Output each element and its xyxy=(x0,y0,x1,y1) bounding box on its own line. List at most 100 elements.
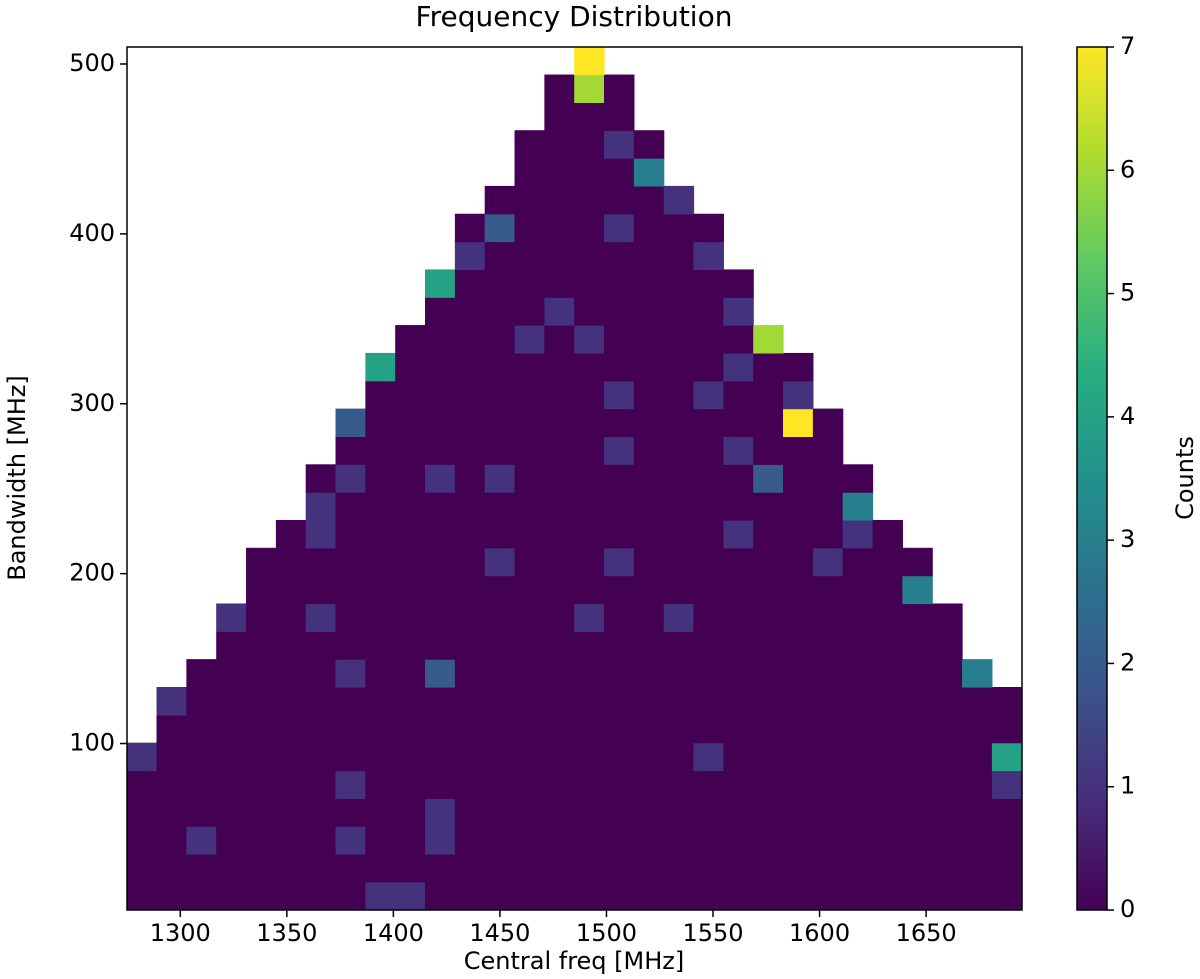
heatmap-cell xyxy=(872,686,903,716)
heatmap-cell xyxy=(783,380,814,410)
heatmap-cell xyxy=(335,408,366,438)
heatmap-cell xyxy=(604,854,635,883)
heatmap-cell xyxy=(663,631,695,660)
heatmap-cell xyxy=(365,575,396,605)
heatmap-cell xyxy=(395,659,426,688)
heatmap-cell xyxy=(365,492,396,521)
heatmap-cell xyxy=(693,575,724,605)
heatmap-cell xyxy=(902,742,933,772)
heatmap-cell xyxy=(783,492,814,521)
heatmap-cell xyxy=(723,575,754,605)
heatmap-cell xyxy=(604,575,635,605)
heatmap-cell xyxy=(991,826,1023,855)
colorbar-tick-label: 1 xyxy=(1120,772,1135,800)
heatmap-cell xyxy=(365,659,396,688)
heatmap-cell xyxy=(962,686,993,716)
heatmap-cell xyxy=(544,158,575,187)
heatmap-cell xyxy=(484,408,516,438)
heatmap-cell xyxy=(216,659,247,688)
heatmap-cell xyxy=(783,464,814,493)
heatmap-cell xyxy=(365,854,396,883)
heatmap-cell xyxy=(305,547,337,577)
heatmap-cell xyxy=(753,547,784,577)
heatmap-cell xyxy=(604,408,635,438)
heatmap-cell xyxy=(484,380,516,410)
heatmap-cell xyxy=(574,185,605,215)
heatmap-cell xyxy=(454,714,486,744)
heatmap-cell xyxy=(275,826,307,855)
heatmap-cell xyxy=(454,854,486,883)
heatmap-cell xyxy=(365,464,396,493)
heatmap-cell xyxy=(514,659,545,688)
heatmap-cell xyxy=(753,686,784,716)
heatmap-cell xyxy=(425,798,456,827)
heatmap-cell xyxy=(962,742,993,772)
heatmap-cell xyxy=(812,881,844,911)
heatmap-cell xyxy=(365,380,396,410)
heatmap-cell xyxy=(246,798,277,827)
heatmap-cell xyxy=(305,492,337,521)
heatmap-cell xyxy=(365,352,396,382)
heatmap-cell xyxy=(514,130,545,159)
heatmap-cell xyxy=(812,436,844,465)
heatmap-cell xyxy=(604,102,635,131)
heatmap-cell xyxy=(425,686,456,716)
heatmap-cell xyxy=(126,770,158,799)
heatmap-cell xyxy=(633,854,665,883)
heatmap-cell xyxy=(723,881,754,911)
heatmap-cell xyxy=(544,798,575,827)
heatmap-cell xyxy=(902,659,933,688)
heatmap-cell xyxy=(514,241,545,271)
heatmap-cell xyxy=(962,714,993,744)
x-tick-label: 1600 xyxy=(789,919,850,947)
heatmap-cell xyxy=(902,881,933,911)
heatmap-cell xyxy=(693,770,724,799)
heatmap-cell xyxy=(633,714,665,744)
heatmap-cell xyxy=(305,881,337,911)
heatmap-cell xyxy=(812,686,844,716)
heatmap-cell xyxy=(216,603,247,632)
heatmap-cell xyxy=(693,659,724,688)
heatmap-cell xyxy=(216,881,247,911)
heatmap-cell xyxy=(902,826,933,855)
heatmap-cell xyxy=(753,603,784,632)
heatmap-cell xyxy=(991,714,1023,744)
heatmap-cell xyxy=(812,770,844,799)
heatmap-cell xyxy=(425,436,456,465)
heatmap-cell xyxy=(275,547,307,577)
heatmap-cell xyxy=(484,519,516,549)
heatmap-cell xyxy=(484,492,516,521)
heatmap-cell xyxy=(335,659,366,688)
heatmap-cell xyxy=(425,464,456,493)
heatmap-cell xyxy=(544,130,575,159)
heatmap-cell xyxy=(753,352,784,382)
heatmap-cell xyxy=(305,631,337,660)
x-tick-label: 1650 xyxy=(896,919,957,947)
heatmap-cell xyxy=(395,464,426,493)
heatmap-cell xyxy=(425,603,456,632)
heatmap-cell xyxy=(932,826,963,855)
heatmap-cell xyxy=(246,686,277,716)
heatmap-cell xyxy=(514,185,545,215)
heatmap-cell xyxy=(633,631,665,660)
heatmap-cell xyxy=(663,408,695,438)
heatmap-cell xyxy=(484,547,516,577)
heatmap-cell xyxy=(604,742,635,772)
heatmap-cell xyxy=(693,241,724,271)
heatmap-cell xyxy=(693,742,724,772)
heatmap-cell xyxy=(395,714,426,744)
heatmap-cell xyxy=(186,770,217,799)
heatmap-cell xyxy=(693,603,724,632)
heatmap-cell xyxy=(693,881,724,911)
heatmap-cell xyxy=(842,854,874,883)
heatmap-cell xyxy=(425,408,456,438)
heatmap-cell xyxy=(633,158,665,187)
heatmap-cell xyxy=(544,380,575,410)
heatmap-cell xyxy=(693,714,724,744)
heatmap-cell xyxy=(663,185,695,215)
heatmap-cell xyxy=(514,325,545,354)
heatmap-cell xyxy=(962,826,993,855)
heatmap-cell xyxy=(156,881,187,911)
heatmap-cell xyxy=(514,464,545,493)
heatmap-cell xyxy=(544,603,575,632)
